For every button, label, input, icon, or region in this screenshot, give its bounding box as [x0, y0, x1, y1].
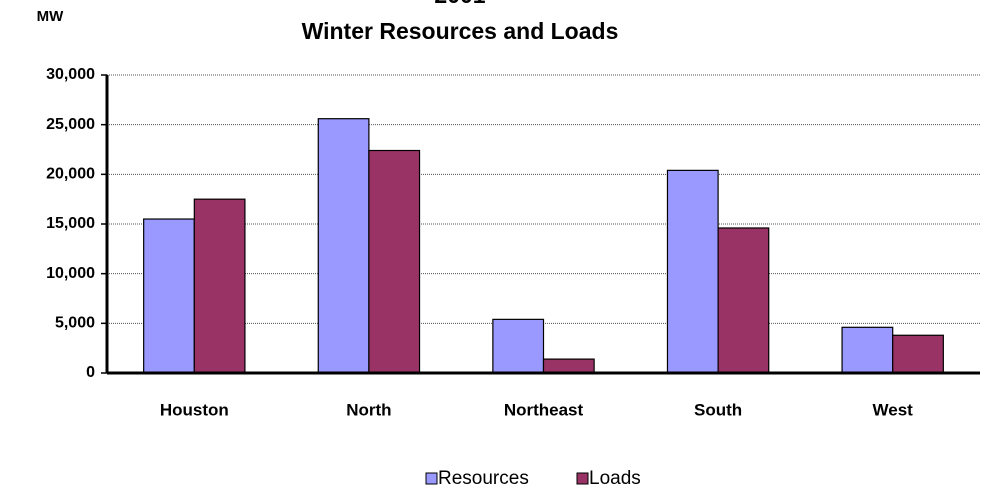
chart-title: 2001	[434, 0, 485, 8]
legend-swatch	[576, 472, 589, 485]
bar	[317, 118, 370, 374]
legend-label: Resources	[438, 468, 529, 489]
bar	[841, 326, 894, 374]
bar	[542, 358, 595, 374]
y-tick-label: 30,000	[46, 66, 95, 83]
bar	[892, 334, 944, 374]
legend-label: Loads	[589, 468, 641, 489]
chart-title: Winter Resources and Loads	[302, 18, 619, 44]
bar	[666, 169, 719, 374]
x-tick-label: Northeast	[504, 400, 584, 419]
y-tick-label: 5,000	[55, 315, 95, 332]
bar	[193, 198, 246, 374]
y-tick-label: 20,000	[46, 166, 95, 183]
y-tick-label: 15,000	[46, 215, 95, 232]
y-tick-label: 25,000	[46, 116, 95, 133]
bar	[143, 218, 195, 374]
bar	[368, 149, 421, 374]
x-tick-label: West	[873, 400, 914, 419]
x-tick-label: Houston	[160, 400, 229, 419]
y-axis-label: MW	[37, 8, 64, 25]
bar	[717, 227, 770, 374]
y-tick-label: 10,000	[46, 265, 95, 282]
x-tick-label: South	[694, 400, 742, 419]
legend-swatch	[425, 472, 438, 485]
x-tick-label: North	[346, 400, 391, 419]
y-tick-label: 0	[86, 364, 95, 381]
bar	[492, 318, 545, 374]
